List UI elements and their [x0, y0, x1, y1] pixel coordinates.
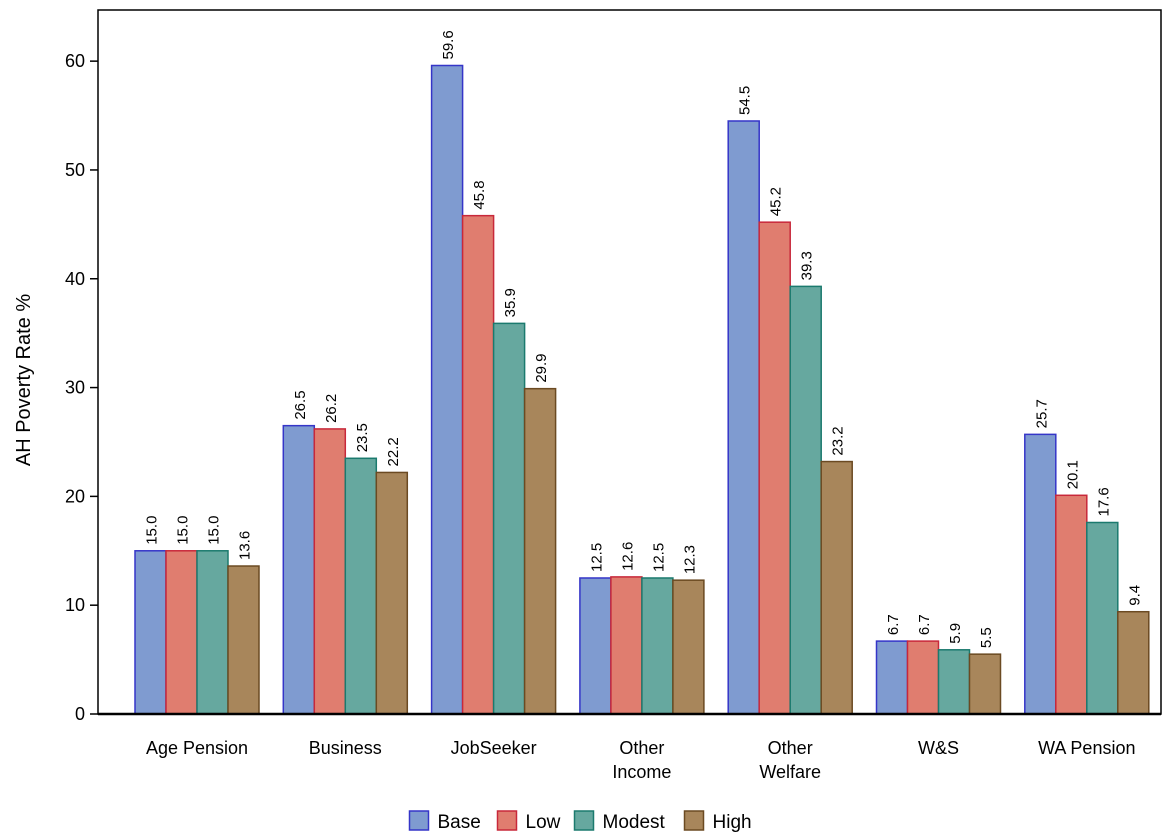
- legend-label: Low: [526, 812, 561, 833]
- legend-swatch: [573, 810, 595, 831]
- value-label: 5.5: [978, 627, 995, 648]
- bar: [523, 387, 557, 715]
- value-label: 25.7: [1033, 399, 1050, 428]
- x-tick-label: WA Pension: [1038, 738, 1136, 758]
- value-label: 45.8: [471, 180, 488, 209]
- bar: [1024, 433, 1057, 715]
- bar: [968, 653, 1002, 715]
- bar: [727, 120, 760, 715]
- x-tick-label: Other Income: [612, 738, 672, 782]
- x-tick-label: Business: [308, 738, 382, 758]
- bar: [610, 576, 643, 715]
- bar: [789, 285, 822, 715]
- bar: [1055, 494, 1088, 715]
- y-tick-label: 60: [65, 51, 85, 71]
- value-label: 15.0: [206, 516, 223, 545]
- value-label: 12.5: [650, 543, 667, 572]
- legend-label: Base: [438, 812, 481, 833]
- bar: [875, 640, 909, 715]
- value-label: 26.2: [323, 394, 340, 423]
- bar: [579, 577, 612, 715]
- y-tick-label: 50: [65, 160, 85, 180]
- value-label: 54.5: [737, 86, 754, 115]
- bar: [313, 428, 347, 715]
- value-label: 26.5: [292, 390, 309, 419]
- value-label: 6.7: [916, 614, 933, 635]
- bar: [937, 649, 971, 715]
- value-label: 29.9: [533, 353, 550, 382]
- value-label: 15.0: [144, 516, 161, 545]
- value-label: 15.0: [175, 516, 192, 545]
- bar: [165, 550, 198, 715]
- value-label: 17.6: [1095, 487, 1112, 516]
- bar: [672, 579, 705, 715]
- legend-label: High: [713, 812, 752, 833]
- legend-swatch: [683, 810, 705, 831]
- value-label: 45.2: [768, 187, 785, 216]
- value-label: 23.2: [830, 426, 847, 455]
- value-label: 59.6: [440, 30, 457, 59]
- value-label: 22.2: [385, 437, 402, 466]
- bar: [134, 550, 167, 715]
- bar: [282, 424, 316, 715]
- value-label: 20.1: [1064, 460, 1081, 489]
- y-tick-label: 20: [65, 486, 85, 506]
- y-tick-label: 0: [75, 704, 85, 724]
- value-label: 12.5: [588, 543, 605, 572]
- bar: [492, 322, 526, 715]
- x-tick-label: Other Welfare: [759, 738, 822, 782]
- bar: [375, 471, 409, 715]
- bar: [344, 457, 378, 715]
- value-label: 9.4: [1126, 585, 1143, 606]
- value-label: 12.6: [619, 542, 636, 571]
- value-label: 13.6: [237, 531, 254, 560]
- bar: [1117, 610, 1150, 715]
- x-tick-label: JobSeeker: [450, 738, 537, 758]
- value-label: 6.7: [885, 614, 902, 635]
- bar: [196, 550, 229, 715]
- legend-swatch: [496, 810, 518, 831]
- value-label: 23.5: [354, 423, 371, 452]
- bar: [430, 64, 464, 715]
- bar: [641, 577, 674, 715]
- bar: [906, 640, 940, 715]
- bar: [820, 460, 853, 715]
- x-tick-label: W&S: [917, 738, 959, 758]
- value-label: 5.9: [947, 623, 964, 644]
- value-label: 12.3: [681, 545, 698, 574]
- value-label: 39.3: [799, 251, 816, 280]
- bar: [461, 214, 495, 715]
- bar: [1086, 521, 1119, 715]
- bar: [227, 565, 260, 715]
- legend-label: Modest: [603, 812, 666, 833]
- y-axis-label: AH Poverty Rate %: [13, 294, 35, 467]
- y-tick-label: 40: [65, 269, 85, 289]
- legend-swatch: [408, 810, 430, 831]
- x-tick-label: Age Pension: [145, 738, 249, 758]
- y-tick-label: 30: [65, 378, 85, 398]
- bar: [758, 221, 791, 715]
- y-tick-label: 10: [65, 595, 85, 615]
- value-label: 35.9: [502, 288, 519, 317]
